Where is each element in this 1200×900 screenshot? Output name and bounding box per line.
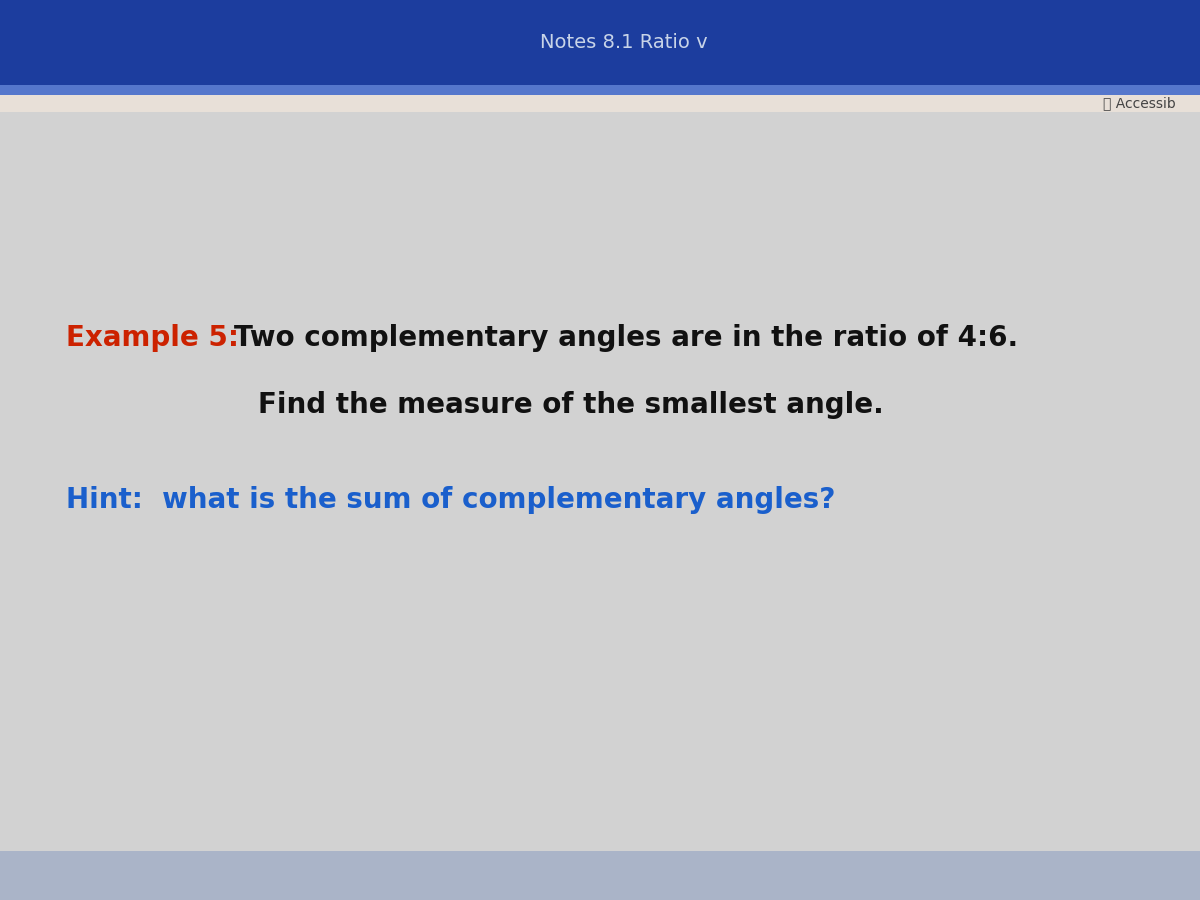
Text: Find the measure of the smallest angle.: Find the measure of the smallest angle.: [258, 391, 883, 419]
FancyBboxPatch shape: [0, 85, 1200, 95]
FancyBboxPatch shape: [0, 112, 1200, 850]
Text: Notes 8.1 Ratio v: Notes 8.1 Ratio v: [540, 32, 708, 52]
Text: Example 5:: Example 5:: [66, 323, 239, 352]
Text: ⎙ Accessib: ⎙ Accessib: [1103, 96, 1176, 111]
FancyBboxPatch shape: [0, 850, 1200, 900]
FancyBboxPatch shape: [0, 95, 1200, 112]
FancyBboxPatch shape: [0, 0, 1200, 85]
Text: Two complementary angles are in the ratio of 4:6.: Two complementary angles are in the rati…: [234, 323, 1018, 352]
Text: Hint:  what is the sum of complementary angles?: Hint: what is the sum of complementary a…: [66, 485, 835, 514]
